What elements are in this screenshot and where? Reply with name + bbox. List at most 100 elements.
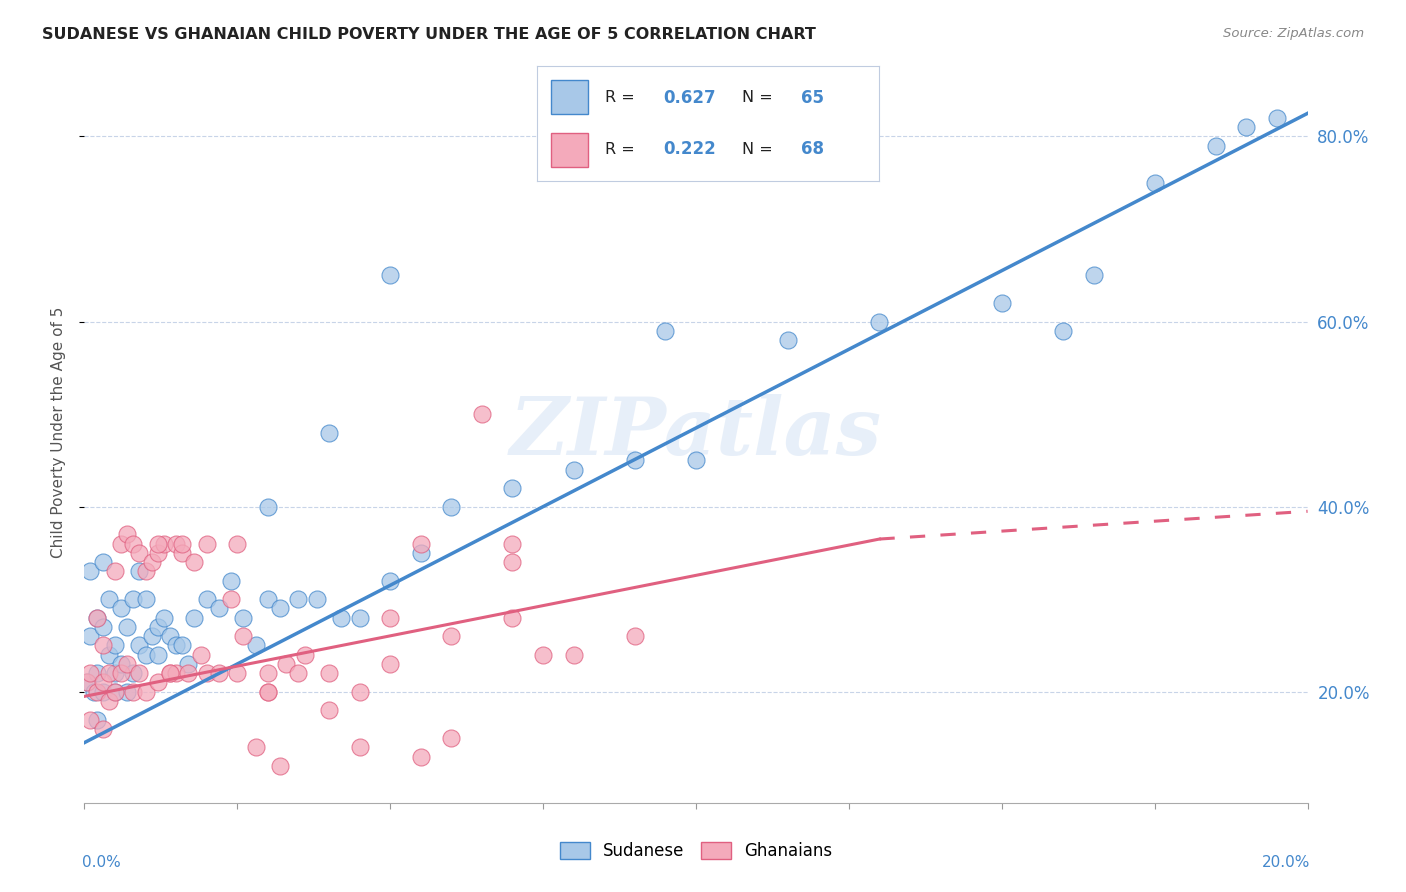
Point — [97, 694, 120, 708]
Point — [86, 685, 108, 699]
Point — [91, 722, 114, 736]
Point — [531, 648, 554, 662]
Point — [135, 685, 157, 699]
Point — [330, 610, 353, 624]
Point — [195, 666, 218, 681]
Point — [159, 666, 181, 681]
Point — [91, 685, 114, 699]
Point — [165, 536, 187, 550]
Point — [654, 324, 676, 338]
Point — [104, 565, 127, 579]
Point — [226, 536, 249, 550]
Point — [318, 703, 340, 717]
Point — [153, 536, 176, 550]
Point — [208, 666, 231, 681]
Point — [471, 407, 494, 421]
Point — [190, 648, 212, 662]
Point — [165, 666, 187, 681]
Point — [159, 666, 181, 681]
Point — [91, 675, 114, 690]
Point — [128, 546, 150, 560]
Point — [409, 536, 432, 550]
Point — [146, 536, 169, 550]
Point — [318, 425, 340, 440]
Point — [86, 610, 108, 624]
Point — [115, 657, 138, 671]
Point — [135, 592, 157, 607]
Point — [97, 648, 120, 662]
Point — [380, 574, 402, 588]
Point — [91, 639, 114, 653]
Point — [79, 565, 101, 579]
Point — [562, 462, 585, 476]
Legend: Sudanese, Ghanaians: Sudanese, Ghanaians — [551, 834, 841, 869]
Point — [440, 629, 463, 643]
Point — [287, 592, 309, 607]
Point — [409, 546, 432, 560]
Point — [76, 675, 98, 690]
Point — [257, 685, 280, 699]
Point — [226, 666, 249, 681]
Point — [502, 555, 524, 569]
Point — [991, 296, 1014, 310]
Point — [172, 639, 194, 653]
Point — [122, 666, 145, 681]
Point — [141, 555, 163, 569]
Point — [115, 527, 138, 541]
Point — [135, 648, 157, 662]
Point — [195, 536, 218, 550]
Point — [177, 657, 200, 671]
Point — [380, 657, 402, 671]
Point — [349, 685, 371, 699]
Point — [122, 536, 145, 550]
Point — [177, 666, 200, 681]
Point — [104, 666, 127, 681]
Point — [287, 666, 309, 681]
Point — [245, 740, 267, 755]
Text: 20.0%: 20.0% — [1261, 855, 1310, 870]
Point — [146, 546, 169, 560]
Point — [76, 675, 98, 690]
Point — [1143, 176, 1166, 190]
Point — [91, 620, 114, 634]
Point — [776, 333, 799, 347]
Point — [257, 685, 280, 699]
Point — [104, 639, 127, 653]
Point — [172, 536, 194, 550]
Point — [79, 629, 101, 643]
Point — [128, 565, 150, 579]
Point — [110, 657, 132, 671]
Point — [440, 500, 463, 514]
Point — [86, 713, 108, 727]
Point — [318, 666, 340, 681]
Text: 0.0%: 0.0% — [82, 855, 121, 870]
Point — [104, 685, 127, 699]
Point — [409, 749, 432, 764]
Point — [380, 610, 402, 624]
Point — [172, 546, 194, 560]
Y-axis label: Child Poverty Under the Age of 5: Child Poverty Under the Age of 5 — [51, 307, 66, 558]
Point — [869, 314, 891, 328]
Point — [115, 620, 138, 634]
Point — [269, 601, 291, 615]
Point — [135, 565, 157, 579]
Point — [115, 685, 138, 699]
Point — [146, 675, 169, 690]
Point — [183, 610, 205, 624]
Point — [562, 648, 585, 662]
Point — [232, 610, 254, 624]
Point — [122, 685, 145, 699]
Point — [122, 592, 145, 607]
Point — [104, 685, 127, 699]
Text: SUDANESE VS GHANAIAN CHILD POVERTY UNDER THE AGE OF 5 CORRELATION CHART: SUDANESE VS GHANAIAN CHILD POVERTY UNDER… — [42, 27, 815, 42]
Point — [208, 601, 231, 615]
Point — [110, 536, 132, 550]
Point — [97, 666, 120, 681]
Point — [141, 629, 163, 643]
Point — [349, 610, 371, 624]
Point — [79, 713, 101, 727]
Point — [257, 666, 280, 681]
Point — [380, 268, 402, 283]
Point — [232, 629, 254, 643]
Point — [146, 620, 169, 634]
